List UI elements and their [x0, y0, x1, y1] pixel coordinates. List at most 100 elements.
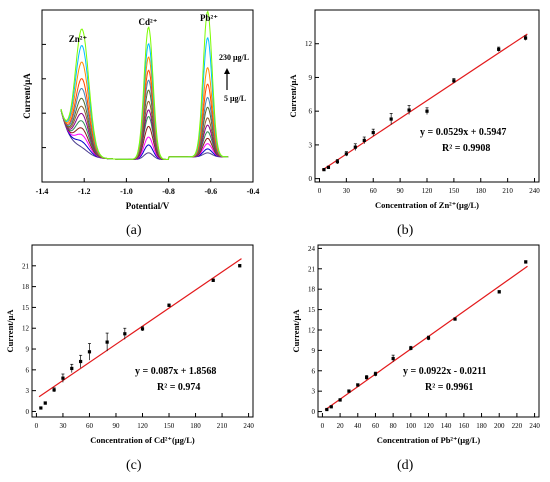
- y-tick-label: 12: [305, 40, 313, 48]
- y-axis-label: Current/μA: [288, 74, 298, 118]
- fit-equation: y = 0.0922x - 0.0211: [403, 366, 486, 377]
- x-tick-label: 60: [86, 422, 94, 430]
- voltammogram-curve: [60, 109, 229, 160]
- y-tick-label: 6: [309, 108, 313, 116]
- x-tick-label: -0.8: [162, 187, 175, 196]
- data-point: [79, 359, 83, 364]
- x-tick-label: 20: [337, 422, 345, 430]
- panel-label-b: (b): [397, 223, 414, 238]
- x-tick-label: 30: [343, 187, 351, 195]
- y-axis-label: Current/μA: [22, 73, 32, 119]
- y-tick-label: 21: [308, 265, 316, 273]
- data-point: [365, 375, 369, 380]
- x-axis-label: Concentration of Zn²⁺(μg/L): [375, 200, 479, 210]
- x-tick-label: 40: [354, 422, 362, 430]
- x-tick-label: 90: [397, 187, 405, 195]
- pb-calibration-chart: 0 20 40 60 80 100 120 140 160 180 200 220 240 0 3 6 9 12 1…: [291, 244, 540, 445]
- data-point: [238, 264, 242, 268]
- fit-line: [321, 33, 528, 171]
- x-tick-label: 160: [459, 422, 470, 430]
- data-point: [167, 303, 171, 307]
- r-squared: R² = 0.9961: [425, 382, 473, 393]
- data-point: [409, 346, 413, 350]
- y-tick-label: 15: [22, 304, 30, 312]
- panel-label-a: (a): [126, 223, 142, 238]
- zn-calibration-chart: 0 30 60 90 120 150 180 210 240 0 3 6 9 12 Concentratio…: [288, 9, 540, 210]
- x-tick-label: -0.6: [204, 187, 217, 196]
- y-tick-label: 12: [308, 326, 316, 334]
- data-point: [426, 336, 431, 340]
- x-tick-label: 80: [390, 422, 398, 430]
- x-tick-label: 90: [112, 422, 120, 430]
- x-tick-label: 210: [502, 187, 513, 195]
- data-point: [524, 260, 528, 264]
- data-point: [326, 165, 331, 169]
- data-point: [325, 407, 329, 412]
- x-tick-label: 240: [529, 187, 540, 195]
- fit-equation: y = 0.0529x + 0.5947: [420, 127, 506, 138]
- peak-label: Zn²⁺: [69, 34, 88, 44]
- voltammogram-curve: [60, 36, 229, 160]
- x-tick-label: 180: [190, 422, 201, 430]
- panel-label-d: (d): [397, 458, 414, 473]
- data-point: [371, 130, 375, 135]
- data-point: [322, 168, 326, 172]
- voltammogram-curve: [60, 100, 229, 160]
- data-point: [452, 79, 456, 83]
- x-tick-label: 100: [406, 422, 417, 430]
- x-tick-label: 30: [59, 422, 67, 430]
- x-axis-label: Concentration of Cd²⁺(μg/L): [90, 435, 195, 445]
- x-tick-label: 150: [449, 187, 460, 195]
- x-axis-label: Potential/V: [126, 201, 170, 211]
- data-point: [497, 290, 501, 294]
- x-tick-label: 0: [318, 187, 322, 195]
- data-point: [338, 398, 342, 402]
- data-point: [61, 376, 65, 380]
- x-tick-label: 220: [512, 422, 523, 430]
- x-tick-label: 240: [243, 422, 254, 430]
- data-point: [497, 47, 501, 51]
- data-point: [453, 317, 457, 321]
- r-squared: R² = 0.974: [157, 382, 200, 393]
- data-point: [329, 405, 333, 409]
- data-point: [407, 108, 411, 112]
- voltammogram-curve: [60, 10, 229, 160]
- y-tick-label: 3: [312, 388, 316, 396]
- data-point: [344, 152, 348, 156]
- x-tick-label: -1.4: [36, 187, 49, 196]
- y-tick-label: 0: [312, 408, 316, 416]
- x-tick-label: 0: [321, 422, 325, 430]
- voltammogram-curve: [60, 79, 229, 160]
- plot-frame: [41, 9, 254, 183]
- data-point: [70, 366, 74, 371]
- data-point: [123, 332, 127, 336]
- y-axis-label: Current/μA: [291, 309, 301, 353]
- y-tick-label: 12: [22, 325, 30, 333]
- voltammogram-curve: [60, 109, 229, 160]
- y-tick-label: 15: [308, 306, 316, 314]
- r-squared: R² = 0.9908: [442, 143, 490, 154]
- voltammogram-curve: [60, 89, 229, 160]
- y-tick-label: 9: [309, 74, 313, 82]
- y-tick-label: 9: [26, 346, 30, 354]
- x-tick-label: 150: [164, 422, 175, 430]
- x-tick-label: 140: [441, 422, 452, 430]
- data-point: [52, 388, 56, 392]
- annotation-high: 230 μg/L: [219, 53, 249, 62]
- voltammogram-curve: [60, 56, 229, 160]
- y-tick-label: 0: [309, 175, 313, 183]
- data-point: [523, 36, 528, 40]
- x-tick-label: 120: [137, 422, 148, 430]
- data-point: [140, 327, 145, 331]
- voltammogram-curve: [60, 69, 229, 160]
- y-axis-label: Current/μA: [5, 309, 15, 353]
- voltammogram-curve: [60, 109, 229, 160]
- data-point: [353, 145, 357, 149]
- x-tick-label: 120: [422, 187, 433, 195]
- data-point: [87, 350, 92, 354]
- x-tick-label: 120: [423, 422, 434, 430]
- annotation-low: 5 μg/L: [224, 94, 246, 103]
- data-point: [347, 389, 351, 393]
- y-tick-label: 9: [312, 347, 316, 355]
